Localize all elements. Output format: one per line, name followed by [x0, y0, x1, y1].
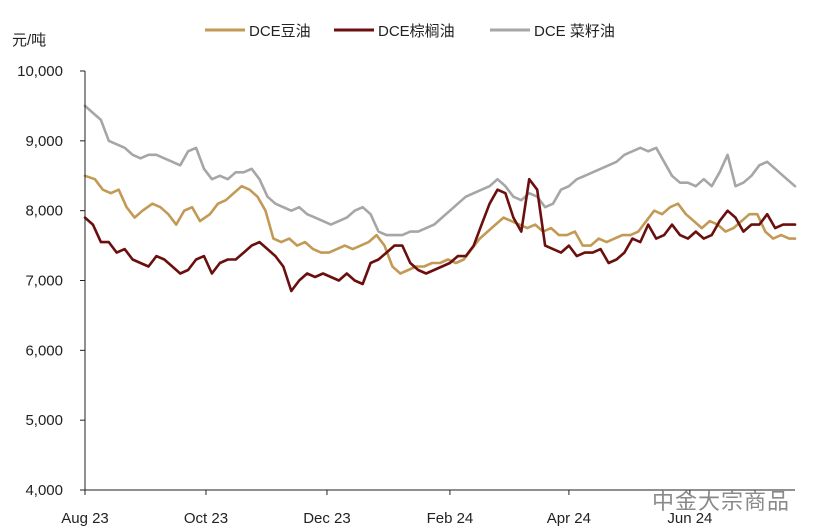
y-tick-label: 4,000	[25, 482, 63, 499]
x-tick-label: Jun 24	[667, 510, 712, 527]
legend-label: DCE棕榈油	[378, 23, 455, 40]
y-axis-unit-label: 元/吨	[12, 32, 46, 49]
legend-label: DCE豆油	[249, 23, 311, 40]
x-tick-label: Feb 24	[427, 510, 474, 527]
series-line-1	[83, 177, 797, 293]
watermark-brand: 中金大宗商品	[652, 490, 791, 515]
x-tick-label: Apr 24	[547, 510, 591, 527]
x-tick-label: Oct 23	[184, 510, 228, 527]
y-tick-label: 7,000	[25, 273, 63, 290]
y-tick-label: 8,000	[25, 203, 63, 220]
series-line-2	[83, 104, 797, 237]
x-tick-label: Dec 23	[303, 510, 351, 527]
y-tick-label: 9,000	[25, 133, 63, 150]
series-line-0	[83, 174, 797, 275]
series-lines	[83, 104, 797, 293]
y-tick-label: 6,000	[25, 342, 63, 359]
y-axis: 4,000 5,000 6,000 7,000 8,000 9,000 10,000	[17, 63, 85, 499]
legend-label: DCE 菜籽油	[534, 23, 615, 40]
x-tick-label: Aug 23	[61, 510, 109, 527]
y-tick-label: 5,000	[25, 412, 63, 429]
chart-legend: DCE豆油 DCE棕榈油 DCE 菜籽油	[205, 23, 615, 40]
x-axis: Aug 23 Oct 23 Dec 23 Feb 24 Apr 24 Jun 24	[61, 490, 712, 527]
y-tick-label: 10,000	[17, 63, 63, 80]
